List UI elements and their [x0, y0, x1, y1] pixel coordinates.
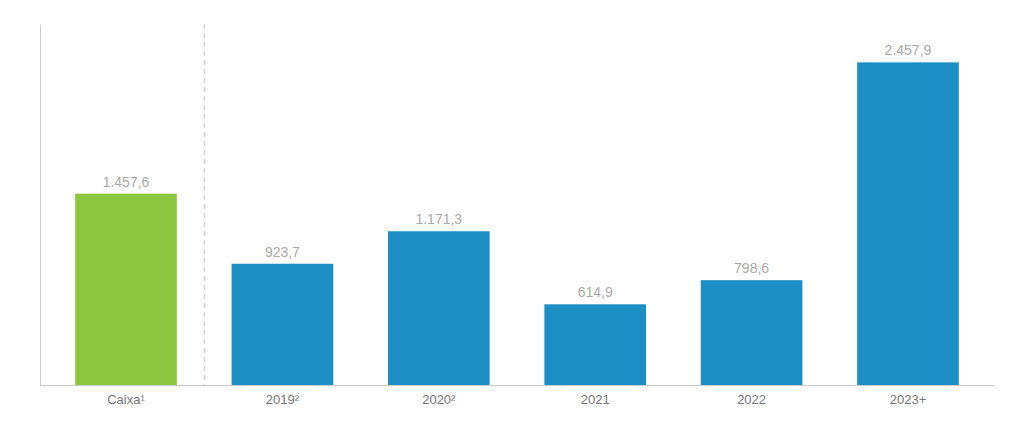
y-axis	[40, 25, 41, 386]
x-tick: 2023+	[890, 385, 927, 407]
x-tick: 2019²	[266, 385, 300, 407]
x-tick-label: 2020²	[422, 392, 456, 407]
x-tick: 2021	[581, 385, 610, 407]
data-label: 923,7	[265, 244, 300, 260]
bar	[75, 194, 177, 385]
data-label: 798,6	[734, 260, 769, 276]
x-tick-label: 2019²	[266, 392, 300, 407]
y-axis-line	[40, 25, 41, 386]
x-tick-label: 2021	[581, 392, 610, 407]
x-tick-label: Caixa¹	[107, 392, 145, 407]
data-label: 1.171,3	[415, 211, 462, 227]
x-tick-label: 2022	[737, 392, 766, 407]
data-label: 614,9	[578, 284, 613, 300]
bar	[701, 280, 803, 385]
x-tick: 2022	[737, 385, 766, 407]
bars	[75, 62, 959, 385]
bar	[544, 304, 646, 385]
plot: Caixa¹ 2019² 2020² 2021 2022 2023+ 1.457,6 923,…	[41, 24, 995, 407]
x-axis-line	[41, 385, 995, 386]
data-labels: 1.457,6 923,7 1.171,3 614,9 798,6 2.457,9	[103, 42, 932, 300]
data-label: 2.457,9	[885, 42, 932, 58]
bar	[388, 231, 490, 385]
bar	[857, 62, 959, 385]
x-tick: 2020²	[422, 385, 456, 407]
bar	[232, 264, 334, 385]
chart: Caixa¹ 2019² 2020² 2021 2022 2023+ 1.457,6 923,…	[0, 0, 1024, 429]
data-label: 1.457,6	[103, 174, 150, 190]
x-tick-label: 2023+	[890, 392, 927, 407]
x-axis: Caixa¹ 2019² 2020² 2021 2022 2023+	[41, 385, 995, 407]
separator	[204, 24, 205, 385]
x-tick: Caixa¹	[107, 385, 145, 407]
